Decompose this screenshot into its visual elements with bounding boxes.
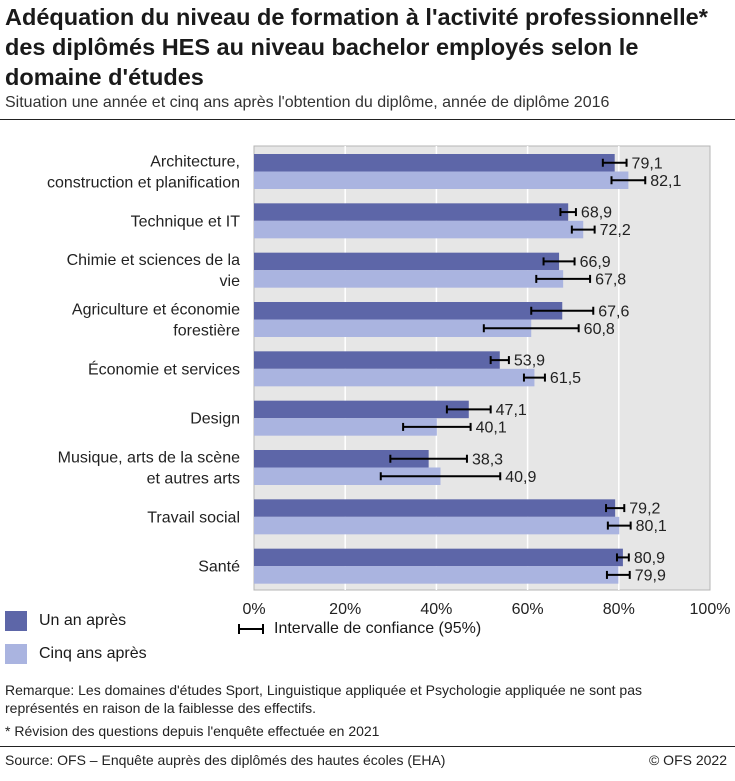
data-label: 72,2 [600,222,631,239]
data-label: 68,9 [581,205,612,222]
category-label: Technique et IT [131,213,241,230]
bar [254,252,560,271]
x-tick-label: 20% [329,601,361,615]
header-divider [0,119,735,120]
data-label: 47,1 [496,402,527,419]
data-label: 67,8 [595,271,626,288]
bar [254,467,441,485]
data-label: 53,9 [514,353,545,370]
remark-note: Remarque: Les domaines d'études Sport, L… [5,682,642,716]
x-tick-label: 60% [512,601,544,615]
copyright-note: © OFS 2022 [648,752,727,768]
category-label: construction et planification [47,175,240,192]
category-label: vie [220,273,241,290]
legend-swatch-series1 [5,611,27,631]
category-label: forestière [173,323,240,340]
data-label: 67,6 [598,303,629,320]
bar [254,351,500,369]
data-label: 38,3 [472,451,503,468]
bar [254,319,532,337]
source-note: Source: OFS – Enquête auprès des diplômé… [5,752,446,768]
category-label: Chimie et sciences de la [67,252,241,269]
chart-subtitle: Situation une année et cinq ans après l'… [5,94,610,111]
confidence-interval-icon [238,623,264,635]
bar [254,400,469,419]
data-label: 79,1 [632,155,663,172]
category-label: Économie et services [88,359,240,378]
data-label: 40,9 [505,469,536,486]
bar [254,450,429,468]
bar [254,154,615,172]
x-tick-label: 100% [690,601,731,615]
category-label: et autres arts [147,471,240,488]
revision-note: * Révision des questions depuis l'enquêt… [5,723,380,739]
legend-label-confidence-interval: Intervalle de confiance (95%) [274,620,482,637]
bar [254,368,535,387]
data-label: 80,1 [636,518,667,535]
legend-item-confidence-interval: Intervalle de confiance (95%) [238,620,481,638]
bar [254,220,584,239]
category-label: Santé [198,559,240,576]
bar [254,499,616,517]
category-label: Musique, arts de la scène [58,450,240,467]
legend-item-series2: Cinq ans après [5,644,147,664]
bar [254,418,437,436]
legend-item-series1: Un an après [5,611,126,631]
data-label: 61,5 [550,370,581,387]
legend-swatch-series2 [5,644,27,664]
data-label: 60,8 [584,321,615,338]
category-label: Travail social [147,509,240,526]
category-label: Architecture, [150,154,240,171]
data-label: 40,1 [476,419,507,436]
data-label: 79,9 [635,567,666,584]
legend-label-series2: Cinq ans après [39,645,147,662]
bar [254,203,569,221]
data-label: 80,9 [634,550,665,567]
bar [254,302,563,320]
data-label: 82,1 [650,173,681,190]
chart-title: Adéquation du niveau de formation à l'ac… [5,4,708,90]
bar [254,566,619,584]
bar [254,548,623,567]
bar-chart: 0% 20% 40% 60% 80% 100% Architecture, construct… [47,145,731,615]
data-label: 79,2 [629,501,660,518]
category-label: Design [190,411,240,428]
bar [254,171,629,189]
x-tick-label: 80% [603,601,635,615]
x-tick-label: 40% [420,601,452,615]
x-tick-label: 0% [242,601,265,615]
footer-divider [0,746,735,747]
bar [254,516,620,535]
bar [254,270,564,288]
data-label: 66,9 [580,254,611,271]
legend-label-series1: Un an après [39,612,127,629]
category-label: Agriculture et économie [72,302,240,319]
